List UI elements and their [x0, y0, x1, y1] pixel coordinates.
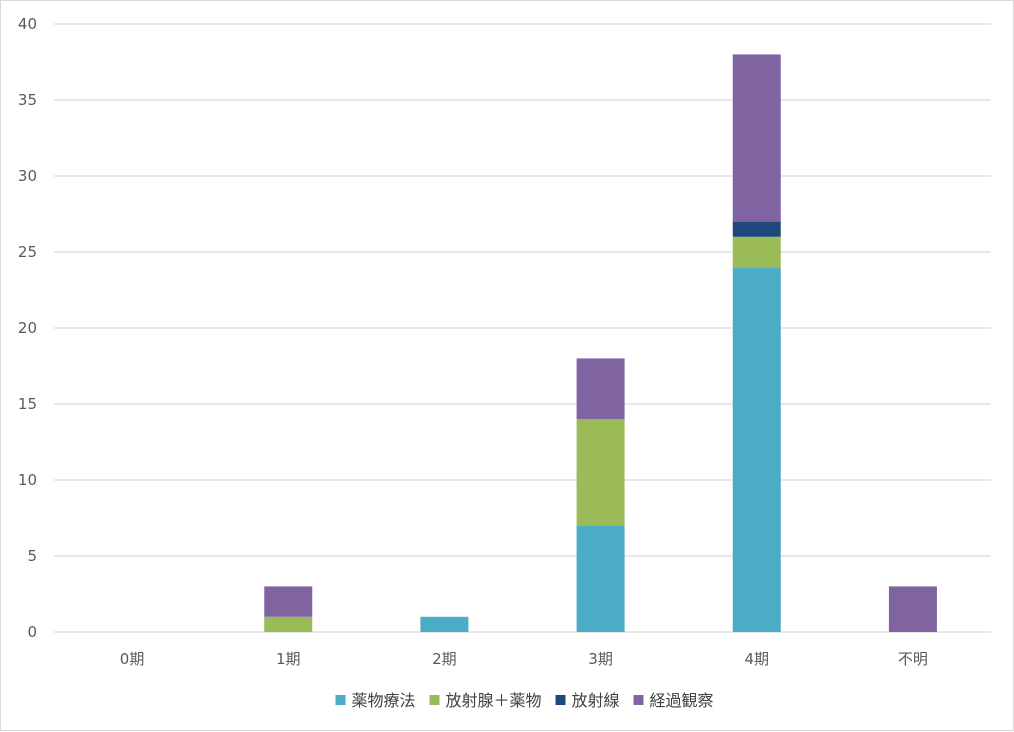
bar-segment — [576, 419, 625, 526]
bar-segment — [420, 616, 469, 632]
x-tick-label: 2期 — [432, 650, 457, 668]
y-tick-label: 30 — [18, 167, 37, 185]
legend-label: 放射腺＋薬物 — [446, 691, 542, 710]
bar-segment — [732, 236, 781, 268]
bar-segment — [888, 586, 937, 632]
bar-segment — [264, 586, 313, 617]
y-tick-label: 5 — [27, 547, 37, 565]
y-tick-label: 35 — [18, 91, 37, 109]
y-tick-label: 10 — [18, 471, 37, 489]
legend-label: 経過観察 — [650, 691, 714, 710]
legend-swatch — [633, 695, 644, 705]
bar-segment — [732, 267, 781, 632]
x-tick-label: 不明 — [898, 650, 928, 668]
y-tick-label: 25 — [18, 243, 37, 261]
bar-segment — [732, 221, 781, 237]
bar-segment — [264, 616, 313, 632]
y-tick-label: 15 — [18, 395, 37, 413]
legend-swatch — [429, 695, 440, 705]
legend-label: 放射線 — [572, 691, 620, 710]
bar-segment — [732, 54, 781, 222]
x-tick-label: 4期 — [744, 650, 769, 668]
y-tick-label: 40 — [18, 15, 37, 33]
bar-segment — [576, 525, 625, 632]
y-tick-label: 0 — [27, 623, 37, 641]
x-tick-label: 0期 — [120, 650, 145, 668]
legend-swatch — [335, 695, 346, 705]
legend-label: 薬物療法 — [352, 691, 416, 710]
x-tick-label: 1期 — [276, 650, 301, 668]
legend-swatch — [555, 695, 566, 705]
x-tick-label: 3期 — [588, 650, 613, 668]
bar-segment — [576, 358, 625, 420]
y-tick-label: 20 — [18, 319, 37, 337]
